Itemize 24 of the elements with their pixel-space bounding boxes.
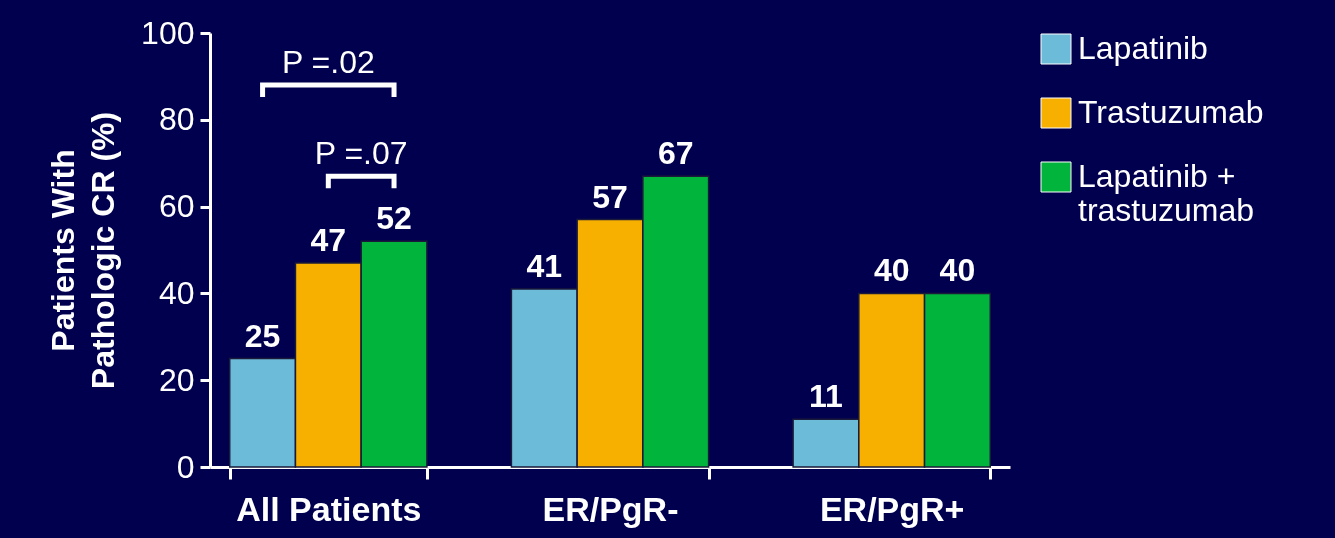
- data-label: 52: [376, 200, 412, 237]
- y-tick-label: 0: [176, 448, 195, 485]
- data-label: 40: [873, 252, 910, 289]
- x-tick-label: ER/PgR+: [819, 489, 965, 528]
- legend-label: Lapatinib: [1078, 30, 1208, 66]
- y-tick-label: 20: [158, 361, 195, 398]
- data-label: 57: [592, 178, 628, 215]
- data-label: 40: [939, 252, 976, 289]
- legend-label: Trastuzumab: [1078, 94, 1264, 130]
- y-tick-label: 40: [158, 274, 195, 311]
- x-tick-label: ER/PgR-: [542, 489, 679, 528]
- y-tick-label: 60: [158, 188, 195, 225]
- y-tick-label: 100: [141, 14, 195, 51]
- annotation: P =.07: [314, 135, 408, 172]
- data-label: 11: [809, 378, 843, 415]
- x-tick-label: All Patients: [236, 489, 422, 528]
- data-label: 67: [657, 135, 694, 172]
- annotation: P =.02: [281, 44, 375, 81]
- data-label: 47: [310, 222, 347, 259]
- y-axis-title: Patients With Pathologic CR (%): [45, 111, 122, 390]
- data-label: 25: [244, 317, 281, 354]
- y-tick-label: 80: [158, 101, 195, 138]
- data-label: 41: [526, 248, 563, 285]
- legend-label: Lapatinib + trastuzumab: [1078, 158, 1255, 228]
